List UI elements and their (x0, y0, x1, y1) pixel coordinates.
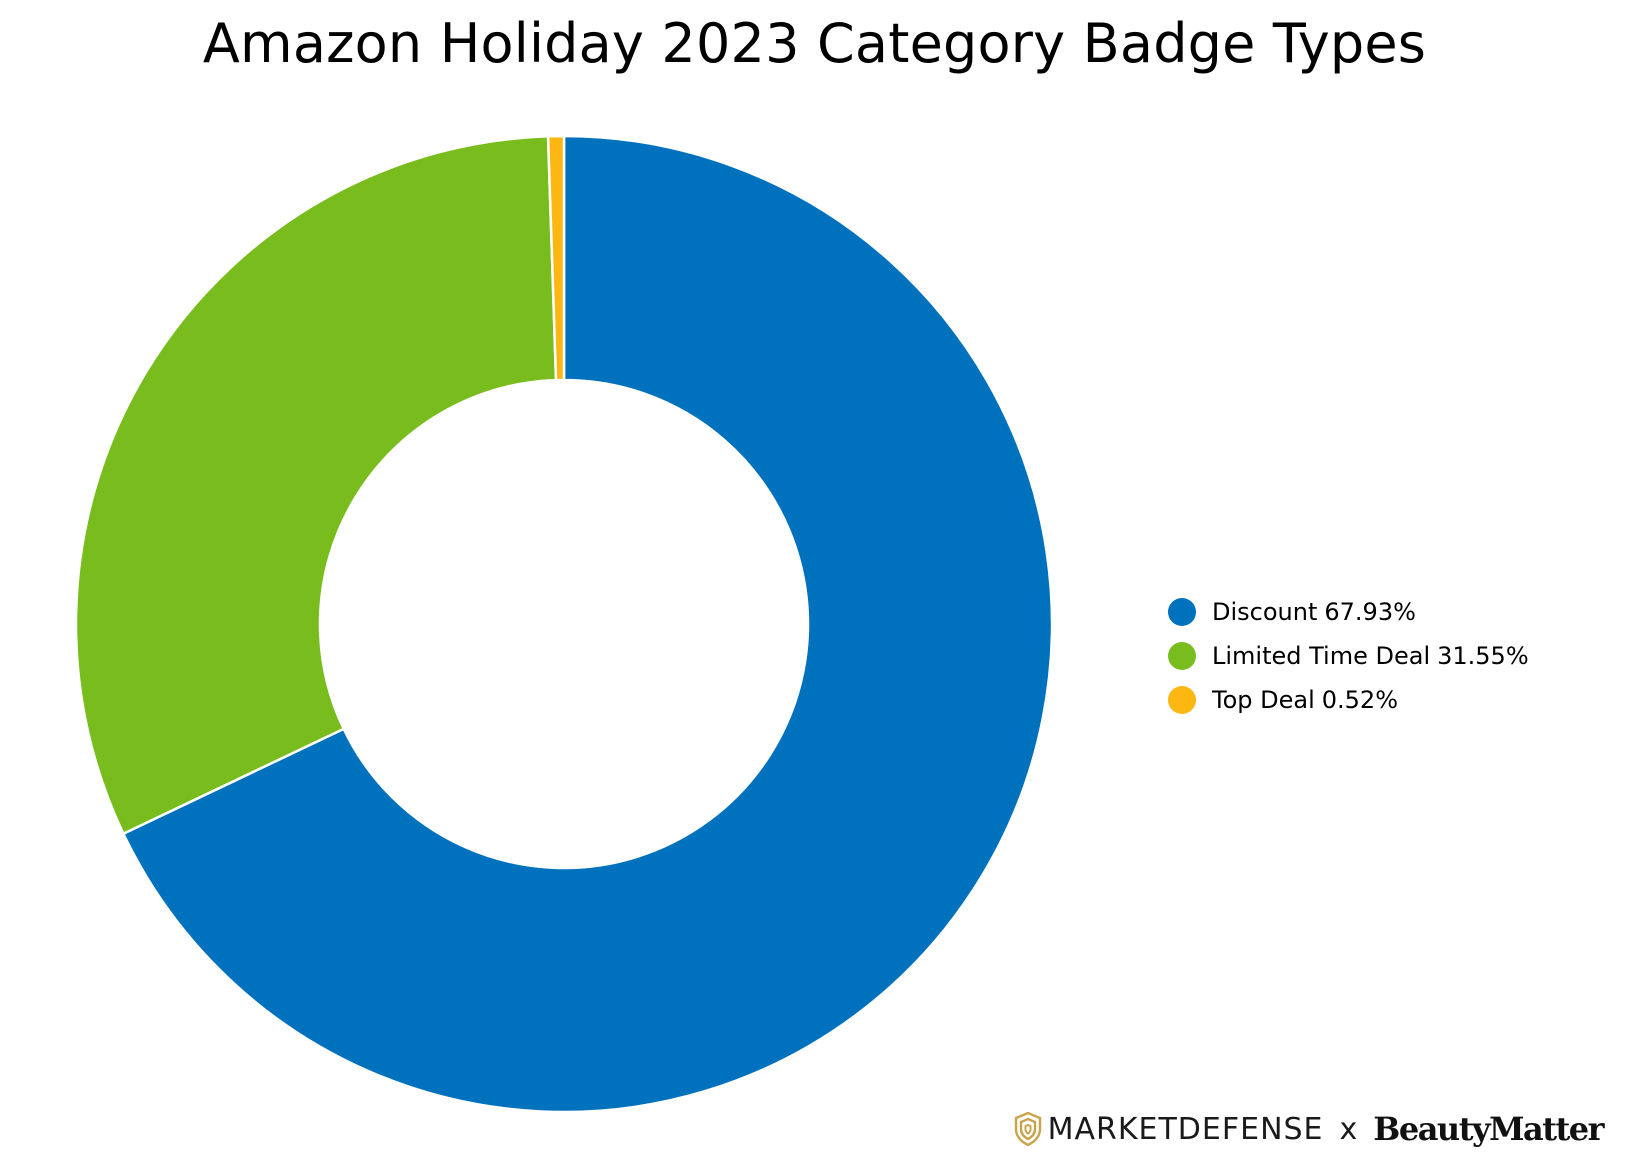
legend-label-discount: Discount (1212, 598, 1318, 626)
legend-value-discount: 67.93% (1324, 598, 1416, 626)
footer-branding: MARKETDEFENSE x BeautyMatter (1014, 1108, 1604, 1150)
legend: Discount 67.93% Limited Time Deal 31.55%… (1168, 590, 1529, 722)
brand-beautymatter: BeautyMatter (1373, 1110, 1604, 1148)
legend-value-top-deal: 0.52% (1321, 686, 1398, 714)
legend-swatch-top-deal (1168, 686, 1196, 714)
legend-label-top-deal: Top Deal (1212, 686, 1315, 714)
legend-swatch-discount (1168, 598, 1196, 626)
donut-slice-discount[interactable] (122, 134, 1054, 1114)
legend-item-limited-time-deal[interactable]: Limited Time Deal 31.55% (1168, 634, 1529, 678)
legend-swatch-limited-time-deal (1168, 642, 1196, 670)
chart-title: Amazon Holiday 2023 Category Badge Types (202, 12, 1427, 75)
brand-marketdefense: MARKETDEFENSE (1047, 1111, 1324, 1147)
legend-label-limited-time-deal: Limited Time Deal (1212, 642, 1431, 670)
brand-separator: x (1339, 1111, 1358, 1147)
donut-slice-limited-time-deal[interactable] (74, 135, 558, 835)
donut-slices (74, 134, 1054, 1114)
donut-slice-top-deal[interactable] (546, 134, 566, 382)
shield-logo-icon (1014, 1112, 1041, 1146)
legend-value-limited-time-deal: 31.55% (1437, 642, 1529, 670)
legend-item-discount[interactable]: Discount 67.93% (1168, 590, 1529, 634)
legend-item-top-deal[interactable]: Top Deal 0.52% (1168, 678, 1529, 722)
